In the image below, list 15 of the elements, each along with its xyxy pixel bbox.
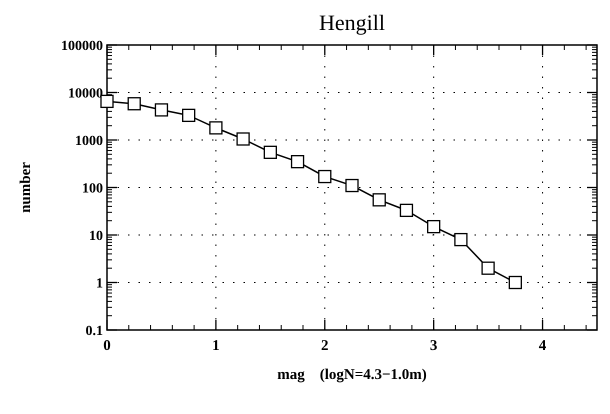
y-axis-title: number <box>18 162 34 213</box>
y-tick-label: 10000 <box>68 86 103 102</box>
x-tick-label: 0 <box>103 338 111 354</box>
y-tick-label: 10 <box>89 229 103 244</box>
x-tick-label: 4 <box>538 338 547 354</box>
y-tick-label: 1 <box>96 276 103 292</box>
y-tick-label: 100 <box>82 182 103 196</box>
y-tick-label: 1000 <box>75 134 103 149</box>
x-tick-label: 1 <box>212 338 220 354</box>
chart-title: Hengill <box>319 10 385 35</box>
x-axis-title: mag (logN=4.3−1.0m) <box>277 367 427 383</box>
x-tick-label: 2 <box>321 338 329 354</box>
x-tick-label: 3 <box>430 338 438 354</box>
y-tick-label: 0.1 <box>86 324 103 339</box>
y-tick-label: 100000 <box>61 39 103 54</box>
